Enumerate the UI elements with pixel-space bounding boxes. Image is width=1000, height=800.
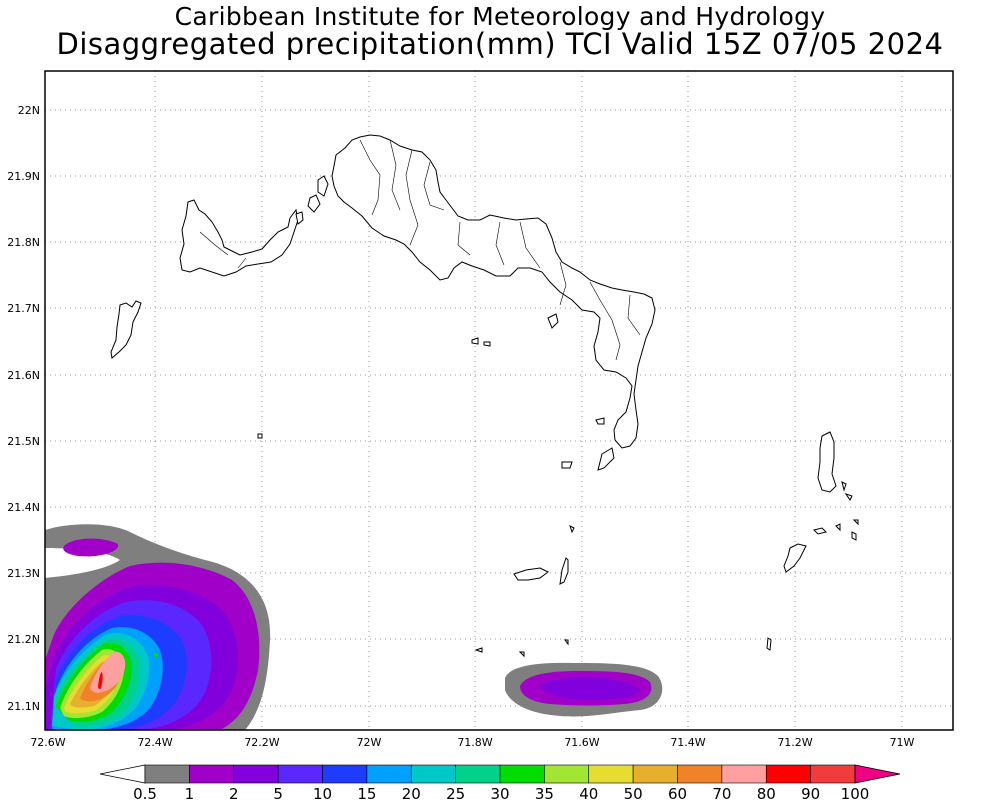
colorbar-swatch bbox=[277, 764, 323, 784]
island-grand-turk bbox=[817, 431, 853, 501]
lon-label: 72.6W bbox=[30, 736, 65, 749]
island-west-caicos bbox=[110, 300, 142, 359]
colorbar-label: 15 bbox=[357, 785, 376, 800]
colorbar-label: 40 bbox=[579, 785, 598, 800]
lon-label: 71.6W bbox=[564, 736, 599, 749]
lon-label: 71.2W bbox=[777, 736, 812, 749]
colorbar-swatch bbox=[322, 764, 368, 784]
colorbar-swatch bbox=[499, 764, 545, 784]
colorbar-label: 30 bbox=[490, 785, 509, 800]
colorbar-underflow bbox=[99, 764, 146, 784]
lat-label: 21.6N bbox=[7, 369, 40, 382]
colorbar-label: 0.5 bbox=[133, 785, 157, 800]
island-salt-cay-cays bbox=[766, 519, 859, 651]
colorbar-label: 90 bbox=[801, 785, 820, 800]
lon-label: 71W bbox=[890, 736, 915, 749]
latitude-labels: 22N 21.9N 21.8N 21.7N 21.6N 21.5N 21.4N … bbox=[7, 104, 40, 713]
lat-label: 21.2N bbox=[7, 633, 40, 646]
precipitation-field bbox=[45, 524, 663, 730]
lat-label: 21.8N bbox=[7, 236, 40, 249]
colorbar-label: 50 bbox=[624, 785, 643, 800]
island-east-caicos-small bbox=[257, 313, 615, 471]
map-title: Caribbean Institute for Meteorology and … bbox=[174, 2, 826, 31]
colorbar-label: 20 bbox=[402, 785, 421, 800]
precip-blob-southwest bbox=[45, 524, 271, 730]
lat-label: 21.4N bbox=[7, 501, 40, 514]
island-north-caicos-providenciales bbox=[179, 134, 656, 449]
precip-blob-southeast bbox=[505, 662, 663, 717]
colorbar-swatch bbox=[588, 764, 634, 784]
lon-label: 72.4W bbox=[137, 736, 172, 749]
colorbar-swatch bbox=[810, 764, 856, 784]
colorbar-label: 35 bbox=[535, 785, 554, 800]
lon-label: 72W bbox=[357, 736, 382, 749]
longitude-labels: 72.6W 72.4W 72.2W 72W 71.8W 71.6W 71.4W … bbox=[30, 736, 914, 749]
colorbar-label: 70 bbox=[712, 785, 731, 800]
lon-label: 71.8W bbox=[457, 736, 492, 749]
map-frame bbox=[44, 70, 954, 731]
colorbar-label: 25 bbox=[446, 785, 465, 800]
lon-label: 71.4W bbox=[670, 736, 705, 749]
colorbar-label: 1 bbox=[185, 785, 195, 800]
lat-label: 21.9N bbox=[7, 170, 40, 183]
colorbar-swatch bbox=[765, 764, 811, 784]
colorbar-swatch bbox=[366, 764, 412, 784]
colorbar-label: 100 bbox=[841, 785, 870, 800]
colorbar-swatch bbox=[410, 764, 456, 784]
lat-label: 21.1N bbox=[7, 700, 40, 713]
colorbar-swatch bbox=[632, 764, 678, 784]
colorbar: 0.5 1 2 5 10 15 20 25 30 35 40 50 60 70 80 90 100 bbox=[99, 764, 901, 800]
lat-label: 21.5N bbox=[7, 435, 40, 448]
island-south-cays bbox=[474, 525, 575, 658]
colorbar-swatch bbox=[233, 764, 279, 784]
lon-label: 72.2W bbox=[244, 736, 279, 749]
colorbar-label: 2 bbox=[229, 785, 239, 800]
colorbar-label: 5 bbox=[273, 785, 283, 800]
colorbar-label: 10 bbox=[313, 785, 332, 800]
colorbar-swatch bbox=[189, 764, 235, 784]
colorbar-swatch bbox=[544, 764, 590, 784]
lat-label: 21.7N bbox=[7, 302, 40, 315]
colorbar-swatch bbox=[144, 764, 190, 784]
map-subtitle: Disaggregated precipitation(mm) TCI Vali… bbox=[56, 27, 944, 61]
colorbar-label: 80 bbox=[757, 785, 776, 800]
lat-label: 21.3N bbox=[7, 567, 40, 580]
colorbar-swatch bbox=[721, 764, 767, 784]
district-boundaries bbox=[199, 139, 641, 361]
colorbar-swatch bbox=[677, 764, 723, 784]
colorbar-label: 60 bbox=[668, 785, 687, 800]
colorbar-swatch bbox=[455, 764, 501, 784]
colorbar-overflow bbox=[854, 764, 901, 784]
coastline bbox=[110, 134, 859, 658]
lat-label: 22N bbox=[18, 104, 40, 117]
